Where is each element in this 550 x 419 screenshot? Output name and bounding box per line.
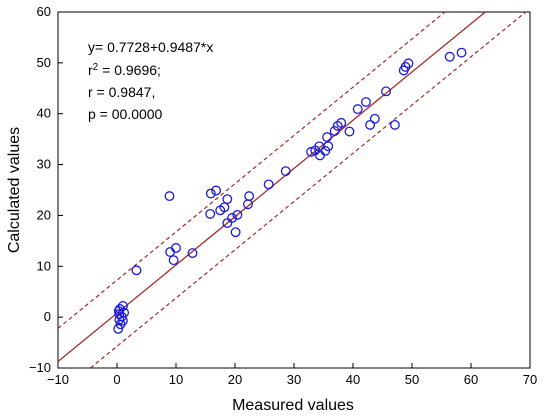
data-point	[369, 113, 380, 124]
data-point	[389, 119, 400, 130]
x-tick-label: 30	[287, 372, 301, 387]
r-squared-value: = 0.9696;	[98, 62, 161, 78]
x-axis-label: Measured values	[232, 397, 354, 414]
data-point	[187, 248, 198, 259]
r-squared-superscript: 2	[93, 62, 99, 73]
data-point	[456, 47, 467, 58]
x-tick-label: 20	[228, 372, 242, 387]
regression-line	[57, 11, 486, 362]
data-point	[113, 306, 124, 316]
data-point	[322, 132, 332, 143]
data-point	[227, 213, 238, 223]
y-tick-label: 10	[37, 258, 51, 273]
data-point	[315, 150, 325, 161]
y-axis: −10 0 10 20 30 40 50 60	[29, 4, 63, 375]
data-point	[263, 179, 274, 190]
x-tick-label: 50	[405, 372, 419, 387]
data-point	[280, 166, 291, 177]
data-point	[361, 97, 371, 107]
y-tick-label: 40	[37, 106, 51, 121]
data-point	[230, 227, 241, 238]
upper-band-line	[57, 11, 446, 329]
data-point	[232, 209, 243, 220]
data-point	[211, 185, 222, 196]
x-tick-label: 70	[523, 372, 537, 387]
correlation-r: r = 0.9847,	[88, 84, 155, 100]
y-tick-label: 60	[37, 4, 51, 19]
data-point	[114, 304, 125, 314]
data-point	[381, 86, 391, 97]
y-tick-label: −10	[29, 360, 51, 375]
y-tick-label: 50	[37, 55, 51, 70]
x-tick-label: 40	[346, 372, 360, 387]
y-tick-label: 0	[44, 309, 51, 324]
p-value: p = 00.0000	[88, 106, 163, 122]
x-tick-label: 60	[464, 372, 478, 387]
data-point	[168, 255, 179, 266]
data-point	[444, 51, 455, 62]
data-point	[165, 247, 176, 257]
data-points	[113, 47, 467, 334]
data-point	[352, 104, 363, 115]
x-tick-label: 0	[113, 372, 120, 387]
data-point	[164, 191, 175, 202]
r-squared-prefix: r	[88, 62, 93, 78]
data-point	[222, 194, 233, 205]
data-point	[344, 126, 355, 137]
data-point	[336, 117, 347, 128]
stats-box: y= 0.7728+0.9487*x r2 = 0.9696; r = 0.98…	[88, 39, 213, 122]
r-squared: r2 = 0.9696;	[88, 62, 161, 79]
data-point	[171, 243, 181, 253]
data-point	[205, 188, 216, 199]
y-tick-label: 20	[37, 207, 51, 222]
plot-area: −10 0 10 20 30 40 50 60 70 −10 0 10 20 30 40 50 60	[29, 4, 537, 387]
regression-lines	[57, 11, 527, 369]
lower-band-line	[90, 11, 527, 369]
data-point	[244, 191, 255, 202]
data-point	[131, 265, 142, 276]
data-point	[329, 126, 340, 136]
regression-equation: y= 0.7728+0.9487*x	[88, 39, 213, 55]
y-tick-label: 30	[37, 157, 51, 172]
data-point	[113, 323, 124, 334]
data-point	[403, 58, 414, 69]
data-point	[323, 141, 334, 152]
data-point	[306, 146, 317, 157]
data-point	[205, 208, 216, 219]
data-point	[365, 119, 376, 130]
y-axis-label: Calculated values	[6, 127, 23, 253]
x-axis: −10 0 10 20 30 40 50 60 70	[47, 363, 537, 387]
x-tick-label: −10	[47, 372, 69, 387]
x-tick-label: 10	[169, 372, 183, 387]
